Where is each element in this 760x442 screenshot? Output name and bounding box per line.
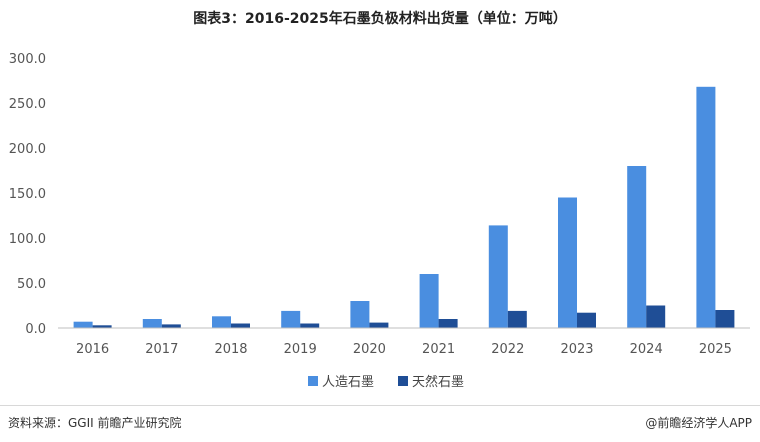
bar-artificial-2016 xyxy=(73,321,93,328)
footer-divider xyxy=(0,405,760,406)
legend: 人造石墨 天然石墨 xyxy=(308,374,464,390)
x-tick-label: 2021 xyxy=(422,342,455,357)
legend-swatch xyxy=(398,376,408,386)
bar-artificial-2025 xyxy=(696,86,716,328)
bar-artificial-2023 xyxy=(558,197,577,328)
bar-natural-2018 xyxy=(231,323,250,328)
y-tick-label: 50.0 xyxy=(17,277,46,292)
bar-natural-2020 xyxy=(369,322,389,328)
x-tick-label: 2017 xyxy=(145,342,178,357)
bar-artificial-2021 xyxy=(419,274,439,328)
x-tick-label: 2020 xyxy=(353,342,386,357)
bar-artificial-2022 xyxy=(488,225,508,328)
bar-artificial-2017 xyxy=(142,319,162,328)
bar-natural-2021 xyxy=(438,319,458,328)
bar-artificial-2024 xyxy=(627,166,647,328)
legend-swatch xyxy=(308,376,318,386)
bar-natural-2025 xyxy=(715,310,735,328)
y-tick-label: 250.0 xyxy=(9,97,46,112)
y-tick-label: 200.0 xyxy=(9,142,46,157)
bar-natural-2017 xyxy=(161,324,181,328)
x-tick-label: 2022 xyxy=(491,342,524,357)
bar-natural-2019 xyxy=(300,323,320,328)
x-tick-label: 2025 xyxy=(699,342,732,357)
y-tick-label: 300.0 xyxy=(9,52,46,67)
y-tick-label: 0.0 xyxy=(25,322,46,337)
x-tick-label: 2019 xyxy=(284,342,317,357)
y-tick-label: 150.0 xyxy=(9,187,46,202)
legend-label: 天然石墨 xyxy=(412,374,464,390)
bar-natural-2022 xyxy=(507,310,527,328)
bar-artificial-2020 xyxy=(350,301,370,328)
y-axis-ticks: 0.0 50.0 100.0 150.0 200.0 250.0 300.0 xyxy=(9,52,46,337)
bar-artificial-2018 xyxy=(212,316,231,328)
bar-natural-2023 xyxy=(577,312,596,328)
x-tick-label: 2016 xyxy=(76,342,109,357)
brand-credit: @前瞻经济学人APP xyxy=(645,416,752,430)
x-tick-label: 2024 xyxy=(630,342,663,357)
x-axis-ticks: 2016 2017 2018 2019 2020 2021 2022 2023 2024 2025 xyxy=(76,342,732,357)
source-note: 资料来源：GGII 前瞻产业研究院 xyxy=(8,416,182,430)
chart-title: 图表3：2016-2025年石墨负极材料出货量（单位：万吨） xyxy=(193,11,567,27)
x-tick-label: 2023 xyxy=(560,342,593,357)
bars xyxy=(73,86,735,328)
bar-natural-2016 xyxy=(92,325,112,328)
bar-artificial-2019 xyxy=(281,310,301,328)
y-tick-label: 100.0 xyxy=(9,232,46,247)
legend-label: 人造石墨 xyxy=(322,375,374,390)
bar-natural-2024 xyxy=(646,305,666,328)
x-tick-label: 2018 xyxy=(214,342,247,357)
